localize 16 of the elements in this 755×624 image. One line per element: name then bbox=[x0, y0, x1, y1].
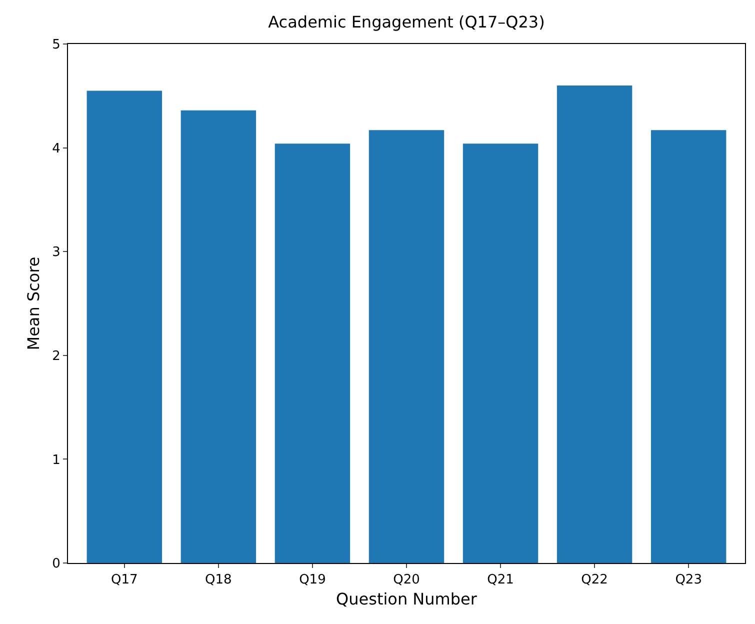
x-tick-label: Q22 bbox=[581, 572, 608, 588]
y-tick-label: 2 bbox=[52, 348, 60, 364]
x-tick-label: Q18 bbox=[205, 572, 232, 588]
y-tick-label: 5 bbox=[52, 38, 60, 53]
y-tick-label: 0 bbox=[52, 556, 60, 572]
y-tick-label: 3 bbox=[52, 245, 60, 260]
x-tick-label: Q21 bbox=[487, 572, 514, 588]
x-tick-label: Q20 bbox=[393, 572, 420, 588]
y-tick-label: 4 bbox=[52, 141, 60, 156]
x-tick-label: Q17 bbox=[111, 572, 138, 588]
x-axis-title: Question Number bbox=[336, 589, 478, 608]
chart-title: Academic Engagement (Q17–Q23) bbox=[268, 12, 545, 32]
y-tick-label: 1 bbox=[52, 452, 60, 468]
x-tick-label: Q23 bbox=[675, 572, 702, 588]
y-axis-title: Mean Score bbox=[24, 256, 44, 350]
x-tick-label: Q19 bbox=[299, 572, 326, 588]
